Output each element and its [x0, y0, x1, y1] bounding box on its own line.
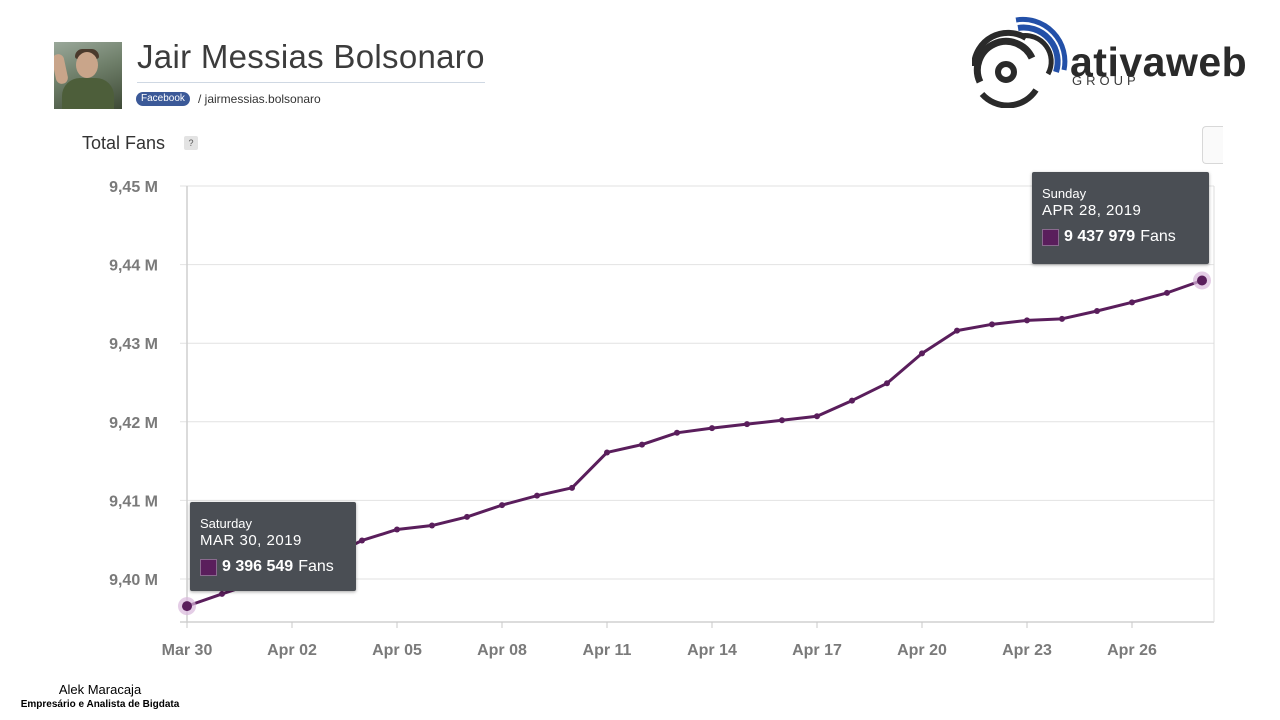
highlight-point: [182, 601, 192, 612]
data-point: [394, 526, 400, 533]
author-name: Alek Maracaja: [58, 682, 142, 697]
chart-axes: 9,40 M 9,41 M 9,42 M 9,43 M 9,44 M 9,45 M Mar …: [109, 179, 1215, 659]
tooltip-end-value: 9 437 979: [1064, 228, 1136, 245]
x-tick-label: Apr 14: [687, 642, 737, 659]
data-point: [1059, 315, 1065, 322]
y-tick-label: 9,45 M: [109, 179, 158, 196]
data-point: [1094, 307, 1100, 314]
y-tick-label: 9,44 M: [109, 258, 158, 275]
chart-markers: [178, 271, 1211, 616]
chart-menu-button[interactable]: [1202, 126, 1223, 164]
x-tick-label: Apr 05: [372, 642, 422, 659]
brand-logo: ativaweb GROUP: [972, 16, 1272, 108]
author-credit: Alek Maracaja Empresário e Analista de B…: [0, 682, 200, 712]
brand-name: ativaweb: [1070, 39, 1248, 85]
highlight-point: [1197, 275, 1207, 286]
tooltip-start-date: MAR 30, 2019: [200, 532, 302, 549]
tooltip-start-value: 9 396 549: [222, 558, 294, 575]
tooltip-start-unit: Fans: [298, 558, 334, 575]
data-point: [219, 590, 225, 597]
data-point: [674, 429, 680, 436]
data-point: [954, 327, 960, 334]
data-point: [359, 537, 365, 544]
tooltip-end-unit: Fans: [1140, 228, 1176, 245]
data-point: [919, 350, 925, 357]
data-point: [744, 421, 750, 428]
chart-section-title: Total Fans: [82, 133, 166, 153]
profile-name: Jair Messias Bolsonaro: [137, 38, 485, 83]
data-point: [464, 513, 470, 520]
x-tick-label: Apr 23: [1002, 642, 1052, 659]
x-tick-label: Mar 30: [162, 642, 213, 659]
network-badge[interactable]: Facebook: [136, 92, 190, 106]
tooltip-start: Saturday MAR 30, 2019 9 396 549 Fans: [190, 502, 356, 591]
x-tick-label: Apr 11: [583, 642, 632, 659]
data-point: [989, 321, 995, 328]
data-point: [849, 397, 855, 404]
data-point: [709, 425, 715, 432]
data-point: [639, 441, 645, 448]
x-tick-label: Apr 20: [897, 642, 947, 659]
profile-handle[interactable]: / jairmessias.bolsonaro: [198, 92, 321, 106]
tooltip-start-day: Saturday: [200, 516, 253, 531]
tooltip-end-date: APR 28, 2019: [1042, 202, 1142, 219]
data-point: [814, 413, 820, 420]
author-role: Empresário e Analista de Bigdata: [20, 699, 180, 710]
data-point: [534, 492, 540, 499]
tooltip-end-day: Sunday: [1042, 186, 1087, 201]
data-point: [429, 522, 435, 529]
y-tick-label: 9,43 M: [109, 336, 158, 353]
series-swatch: [200, 558, 217, 576]
avatar-body: [62, 78, 114, 109]
brand-subtitle: GROUP: [1072, 73, 1140, 88]
data-point: [604, 449, 610, 456]
data-point: [499, 502, 505, 509]
data-point: [884, 380, 890, 387]
data-point: [1129, 299, 1135, 306]
x-tick-label: Apr 26: [1107, 642, 1157, 659]
y-tick-label: 9,40 M: [109, 572, 158, 589]
profile-avatar: [54, 42, 122, 109]
help-icon[interactable]: ?: [184, 136, 198, 150]
tooltip-end: Sunday APR 28, 2019 9 437 979 Fans: [1032, 172, 1209, 264]
data-point: [1164, 289, 1170, 296]
x-tick-label: Apr 17: [792, 642, 842, 659]
series-swatch: [1042, 228, 1059, 246]
x-tick-label: Apr 02: [267, 642, 317, 659]
y-tick-label: 9,42 M: [109, 415, 158, 432]
series-line: [186, 279, 1203, 608]
y-tick-label: 9,41 M: [109, 493, 158, 510]
avatar-head: [76, 52, 98, 78]
data-point: [569, 484, 575, 491]
data-point: [1024, 317, 1030, 324]
x-tick-label: Apr 08: [477, 642, 527, 659]
brand-arcs-icon: [972, 16, 1068, 108]
data-point: [779, 417, 785, 424]
